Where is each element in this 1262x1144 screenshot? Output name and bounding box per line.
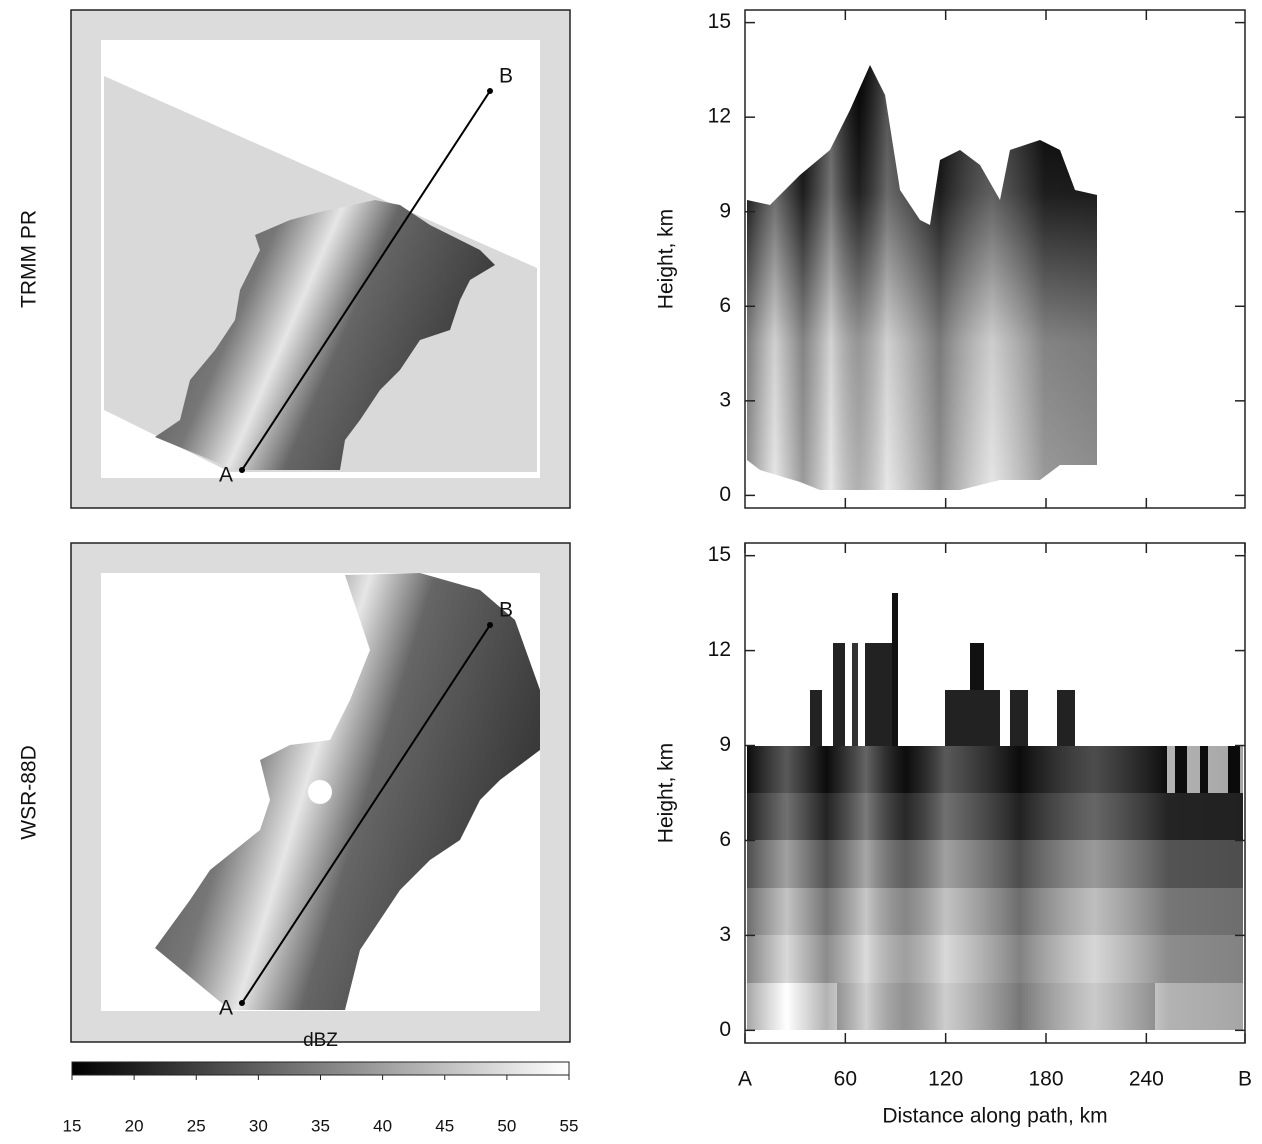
cross-section-image: [747, 65, 1097, 490]
colorbar-tick-label: 50: [497, 1116, 516, 1135]
point-label: A: [219, 997, 233, 1020]
y-tick-label: 3: [719, 388, 731, 411]
y-tick-label: 6: [719, 828, 731, 851]
colorbar-tick-label: 40: [373, 1116, 392, 1135]
colorbar-label: dBZ: [303, 1030, 338, 1051]
colorbar-tick-label: 20: [125, 1116, 144, 1135]
x-tick-label: B: [1238, 1068, 1252, 1091]
y-tick-label: 9: [719, 199, 731, 222]
y-tick-label: 3: [719, 923, 731, 946]
y-tick-label: 0: [719, 1018, 731, 1041]
colorbar-tick-label: 55: [560, 1116, 579, 1135]
cross-section-image: [747, 593, 1243, 1030]
map-panel: [70, 9, 571, 509]
x-tick-label: 180: [1028, 1068, 1063, 1091]
colorbar-tick-label: 30: [249, 1116, 268, 1135]
y-tick-label: 12: [708, 638, 731, 661]
map-panel: [70, 542, 571, 1043]
plot-frame: [744, 542, 1246, 1044]
panel-label: TRMM PR: [18, 210, 41, 308]
y-tick-label: 0: [719, 483, 731, 506]
point-label: B: [499, 65, 513, 88]
x-tick-label: 240: [1129, 1068, 1164, 1091]
y-axis-label: Height, km: [655, 743, 678, 843]
colorbar-tick-label: 25: [187, 1116, 206, 1135]
panel-label: WSR-88D: [18, 745, 41, 840]
point-label: B: [499, 599, 513, 622]
plot-frame: [744, 9, 1246, 509]
x-tick-label: 60: [834, 1068, 857, 1091]
x-axis-label: Distance along path, km: [882, 1105, 1107, 1128]
y-axis-label: Height, km: [655, 209, 678, 309]
y-tick-label: 9: [719, 733, 731, 756]
colorbar: [71, 1061, 570, 1076]
y-tick-label: 15: [708, 543, 731, 566]
colorbar-tick-label: 35: [311, 1116, 330, 1135]
y-tick-label: 6: [719, 294, 731, 317]
colorbar-tick-label: 45: [435, 1116, 454, 1135]
y-tick-label: 15: [708, 10, 731, 33]
x-tick-label: 120: [928, 1068, 963, 1091]
colorbar-tick-label: 15: [63, 1116, 82, 1135]
x-tick-label: A: [738, 1068, 752, 1091]
y-tick-label: 12: [708, 105, 731, 128]
point-label: A: [219, 464, 233, 487]
